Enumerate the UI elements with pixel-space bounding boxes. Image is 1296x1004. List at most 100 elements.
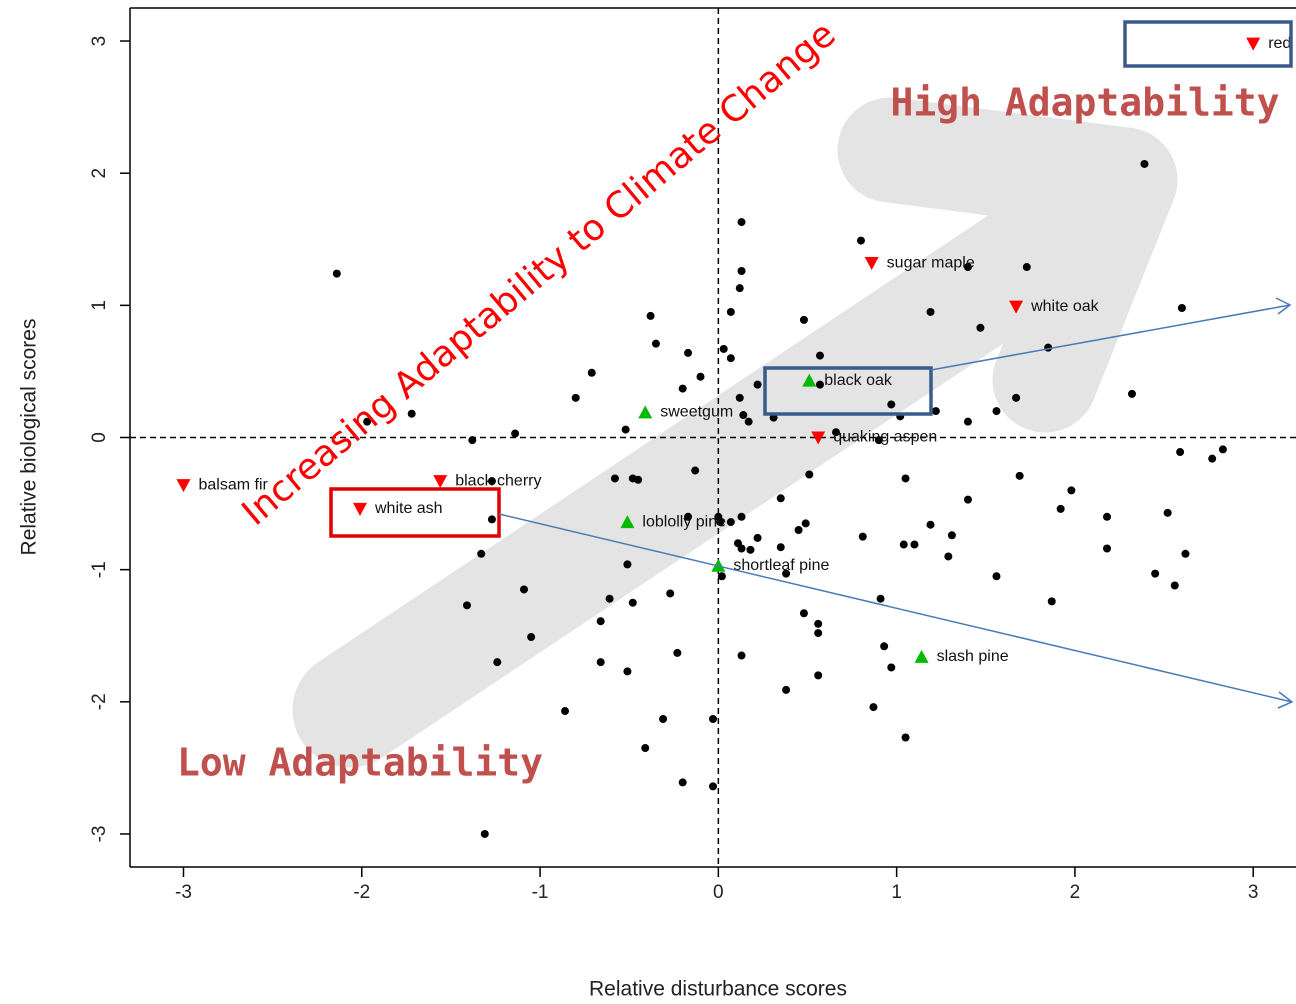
y-tick-label: 0 (89, 432, 110, 443)
point (915, 650, 929, 663)
point (623, 667, 631, 675)
y-tick-label: -3 (89, 826, 110, 843)
point (976, 324, 984, 332)
point (679, 778, 687, 786)
point (1164, 509, 1172, 517)
point (927, 521, 935, 529)
y-tick-label: -2 (89, 693, 110, 710)
point-label: quaking aspen (833, 429, 937, 446)
point-label: shortleaf pine (733, 557, 829, 574)
point (597, 658, 605, 666)
point (800, 316, 808, 324)
highlight-box (1125, 22, 1291, 66)
point (623, 560, 631, 568)
point (1140, 160, 1148, 168)
point-label: white ash (374, 500, 443, 517)
point (1103, 545, 1111, 553)
point (481, 830, 489, 838)
point-label: black oak (824, 372, 893, 389)
point (622, 426, 630, 434)
point (697, 373, 705, 381)
y-tick-label: -1 (89, 561, 110, 578)
point (992, 407, 1000, 415)
point (641, 744, 649, 752)
point (932, 407, 940, 415)
point (727, 354, 735, 362)
x-axis-label: Relative disturbance scores (589, 978, 847, 1001)
point (684, 349, 692, 357)
point (727, 308, 735, 316)
point (739, 411, 747, 419)
point (718, 572, 726, 580)
point-label: sugar maple (887, 254, 975, 271)
x-tick-label: -3 (175, 882, 192, 903)
point (588, 369, 596, 377)
point (877, 595, 885, 603)
background-arrow (350, 150, 1125, 710)
point (782, 686, 790, 694)
point (463, 601, 471, 609)
point (948, 531, 956, 539)
point (738, 218, 746, 226)
point-label: white oak (1030, 298, 1100, 315)
point (745, 418, 753, 426)
point (561, 707, 569, 715)
point (1181, 550, 1189, 558)
point (520, 585, 528, 593)
point (736, 394, 744, 402)
point (738, 545, 746, 553)
arrow-shaft (350, 230, 1070, 710)
x-tick-label: 1 (891, 882, 902, 903)
point (887, 400, 895, 408)
y-axis-label: Relative biological scores (18, 319, 41, 556)
point (691, 467, 699, 475)
point (606, 595, 614, 603)
point (795, 526, 803, 534)
x-tick-label: 2 (1070, 882, 1081, 903)
point (652, 340, 660, 348)
point (1103, 513, 1111, 521)
point (992, 572, 1000, 580)
point (805, 471, 813, 479)
point (869, 703, 877, 711)
point (777, 543, 785, 551)
point (746, 546, 754, 554)
y-tick-label: 1 (89, 300, 110, 311)
point-label: sweetgum (660, 404, 733, 421)
point (1151, 570, 1159, 578)
point (814, 629, 822, 637)
point (527, 633, 535, 641)
point (944, 552, 952, 560)
point (709, 715, 717, 723)
x-tick-label: -1 (532, 882, 549, 903)
point (964, 418, 972, 426)
point (433, 475, 447, 488)
point (647, 312, 655, 320)
point-label: loblolly pine (642, 513, 726, 530)
point (738, 513, 746, 521)
point (176, 479, 190, 492)
x-tick-label: 3 (1248, 882, 1259, 903)
point (493, 658, 501, 666)
point (611, 474, 619, 482)
x-tick-label: 0 (713, 882, 724, 903)
point (468, 436, 476, 444)
point-label: black cherry (455, 472, 541, 489)
point (353, 503, 367, 516)
point (1057, 505, 1065, 513)
point (659, 715, 667, 723)
point (1246, 38, 1260, 51)
point (736, 284, 744, 292)
point-label: slash pine (937, 648, 1009, 665)
point (1128, 390, 1136, 398)
point (709, 782, 717, 790)
point (887, 663, 895, 671)
point (777, 494, 785, 502)
point (754, 381, 762, 389)
point (814, 671, 822, 679)
callout-line (499, 514, 1292, 702)
point (666, 589, 674, 597)
point (859, 533, 867, 541)
point (1171, 582, 1179, 590)
point (1012, 394, 1020, 402)
